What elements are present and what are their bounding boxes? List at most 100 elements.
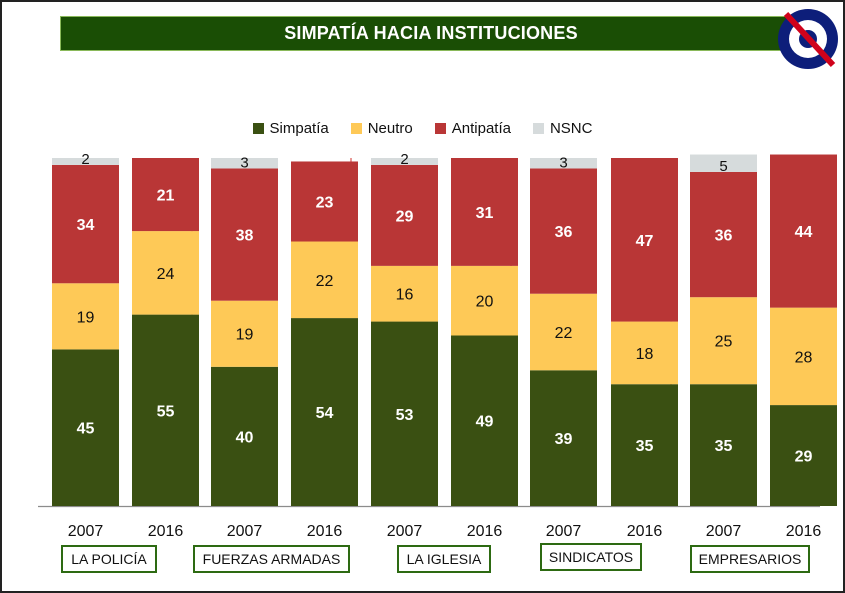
data-label: 22 [555, 325, 573, 342]
legend-item-antipatía: Antipatía [434, 120, 511, 137]
legend-label: Neutro [367, 120, 413, 137]
bar-segment-nsnc [530, 158, 597, 169]
x-tick-label: 2007 [68, 523, 104, 540]
data-label: 36 [555, 224, 573, 241]
bar-segment-simpatía [52, 349, 119, 506]
bar-segment-simpatía [371, 321, 438, 506]
bar-segment-antipatía [690, 171, 757, 298]
bar-segment-antipatía [530, 168, 597, 294]
data-label: 25 [715, 334, 733, 351]
bar-segment-antipatía [132, 158, 199, 232]
legend-label: NSNC [549, 120, 593, 137]
category-label: LA IGLESIA [397, 545, 491, 573]
legend-item-simpatía: Simpatía [252, 120, 329, 137]
data-label: 21 [157, 188, 175, 205]
data-label: 29 [795, 449, 813, 466]
x-tick-label: 2007 [227, 523, 263, 540]
data-label: 31 [476, 205, 494, 222]
bar-segment-neutro [211, 300, 278, 367]
data-label: 36 [715, 228, 733, 245]
data-label: 24 [157, 266, 175, 283]
data-label: 35 [715, 438, 733, 455]
data-label: 45 [77, 421, 95, 438]
legend-swatch [434, 123, 446, 134]
legend-label: Antipatía [451, 120, 511, 137]
bar-segment-simpatía [530, 370, 597, 506]
bar-segment-neutro [451, 265, 518, 336]
page-title: SIMPATÍA HACIA INSTITUCIONES [60, 16, 802, 51]
legend-swatch [350, 123, 362, 134]
category-label: EMPRESARIOS [690, 545, 810, 573]
x-tick-label: 2016 [307, 523, 343, 540]
bar-segment-simpatía [451, 335, 518, 506]
bar-segment-antipatía [291, 161, 358, 242]
bar-segment-simpatía [211, 366, 278, 506]
legend-item-neutro: Neutro [350, 120, 413, 137]
bar-segment-neutro [611, 321, 678, 385]
x-tick-label: 2016 [627, 523, 663, 540]
data-label: 38 [236, 228, 254, 245]
bar-segment-neutro [530, 293, 597, 371]
data-label: 40 [236, 429, 254, 446]
data-label: 39 [555, 431, 573, 448]
data-label: 49 [476, 414, 494, 431]
category-label: SINDICATOS [540, 543, 642, 571]
data-label: 28 [795, 349, 813, 366]
target-no-sign-icon [778, 9, 838, 69]
bar-segment-antipatía [52, 164, 119, 284]
chart-legend: Simpatía Neutro Antipatía NSNC [0, 120, 845, 137]
data-label: 53 [396, 407, 414, 424]
bar-segment-neutro [132, 231, 199, 315]
x-tick-label: 2016 [786, 523, 822, 540]
bar-segment-neutro [52, 283, 119, 350]
category-label: FUERZAS ARMADAS [193, 545, 350, 573]
x-tick-label: 2007 [706, 523, 742, 540]
bar-segment-nsnc [690, 154, 757, 172]
data-label: 54 [316, 405, 334, 422]
bar-segment-neutro [770, 307, 837, 406]
bar-segment-antipatía [451, 158, 518, 266]
legend-item-nsnc: NSNC [532, 120, 593, 137]
x-tick-label: 2016 [148, 523, 184, 540]
legend-label: Simpatía [269, 120, 329, 137]
data-label: 16 [396, 287, 414, 304]
bar-segment-antipatía [211, 168, 278, 301]
bar-segment-antipatía [611, 158, 678, 322]
data-label: 22 [316, 273, 334, 290]
bar-segment-simpatía [291, 318, 358, 506]
legend-swatch [532, 123, 544, 134]
data-label: 34 [77, 217, 95, 234]
bar-segment-nsnc [211, 158, 278, 169]
data-label: 2 [400, 151, 408, 168]
data-label: 20 [476, 294, 494, 311]
bar-segment-antipatía [371, 164, 438, 266]
x-tick-label: 2016 [467, 523, 503, 540]
bar-segment-antipatía [770, 154, 837, 308]
bar-segment-simpatía [770, 405, 837, 506]
data-label: 55 [157, 403, 175, 420]
bar-segment-neutro [291, 241, 358, 319]
bar-segment-neutro [690, 297, 757, 385]
bar-segment-simpatía [611, 384, 678, 506]
data-label: 5 [719, 158, 727, 175]
bar-segment-nsnc [371, 158, 438, 165]
data-label: 2 [81, 151, 89, 168]
data-label: 3 [240, 154, 248, 171]
bar-segment-neutro [371, 265, 438, 322]
bar-segment-simpatía [132, 314, 199, 506]
data-label: 35 [636, 438, 654, 455]
data-label: 29 [396, 208, 414, 225]
x-tick-label: 2007 [387, 523, 423, 540]
bar-segment-simpatía [690, 384, 757, 506]
legend-swatch [252, 123, 264, 134]
bar-segment-nsnc [52, 158, 119, 165]
data-label: 44 [795, 224, 813, 241]
data-label: 3 [559, 154, 567, 171]
data-label: 19 [236, 327, 254, 344]
x-tick-label: 2007 [546, 523, 582, 540]
category-label: LA POLICÍA [61, 545, 157, 573]
data-label: 47 [636, 233, 654, 250]
data-label: 18 [636, 346, 654, 363]
data-label: 19 [77, 309, 95, 326]
